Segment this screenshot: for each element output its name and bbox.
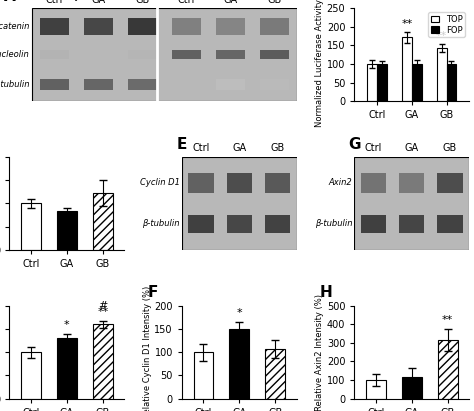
Text: GA: GA [224,0,238,5]
Text: GA: GA [232,143,246,153]
FancyBboxPatch shape [265,215,291,233]
FancyBboxPatch shape [84,79,113,90]
Bar [21,203,41,250]
Bar [93,193,113,250]
Text: D: D [310,0,323,2]
Text: F: F [147,285,158,300]
FancyBboxPatch shape [216,18,245,35]
Bar [93,324,113,399]
Text: H: H [320,285,333,300]
FancyBboxPatch shape [128,18,157,35]
Bar [229,329,249,399]
Text: β-tubulin: β-tubulin [142,219,180,229]
Text: #: # [98,301,108,311]
Bar [438,340,457,399]
Text: *: * [237,308,242,318]
Legend: TOP, FOP: TOP, FOP [428,12,465,37]
FancyBboxPatch shape [84,18,113,35]
Bar [377,64,387,101]
Bar [367,64,377,101]
FancyBboxPatch shape [188,173,214,193]
Text: GA: GA [405,143,419,153]
Bar [437,48,447,101]
FancyBboxPatch shape [399,173,424,193]
FancyBboxPatch shape [354,157,469,250]
FancyBboxPatch shape [32,8,297,101]
FancyBboxPatch shape [40,18,69,35]
FancyBboxPatch shape [227,173,252,193]
Text: A: A [4,0,16,4]
FancyBboxPatch shape [265,173,291,193]
Text: **: ** [97,307,109,317]
FancyBboxPatch shape [438,173,463,193]
Bar [402,37,412,101]
FancyBboxPatch shape [216,50,245,59]
Text: G: G [348,137,361,152]
Text: cytosol: cytosol [70,0,104,1]
FancyBboxPatch shape [182,157,297,250]
Text: nucleus: nucleus [206,0,244,1]
FancyBboxPatch shape [188,215,214,233]
Text: Ctrl: Ctrl [46,0,63,5]
Text: Ctrl: Ctrl [192,143,210,153]
FancyBboxPatch shape [128,50,157,59]
Text: β-catenin: β-catenin [0,22,29,31]
FancyBboxPatch shape [361,173,386,193]
FancyBboxPatch shape [216,79,245,90]
Text: β-tubulin: β-tubulin [315,219,352,229]
Text: Axin2: Axin2 [328,178,352,187]
FancyBboxPatch shape [84,50,113,59]
FancyBboxPatch shape [361,215,386,233]
FancyBboxPatch shape [438,215,463,233]
Text: GA: GA [91,0,106,5]
Text: GB: GB [271,143,285,153]
Bar [265,349,285,399]
FancyBboxPatch shape [260,50,289,59]
Bar [193,352,213,399]
Text: β-tubulin: β-tubulin [0,80,29,89]
Y-axis label: Relative Cyclin D1 Intensity (%): Relative Cyclin D1 Intensity (%) [143,286,152,411]
Text: **: ** [442,315,453,325]
Bar [412,64,421,101]
FancyBboxPatch shape [173,18,201,35]
FancyBboxPatch shape [173,79,201,90]
Text: Cyclin D1: Cyclin D1 [140,178,180,187]
Y-axis label: Normalized Luciferase Activity (%): Normalized Luciferase Activity (%) [315,0,324,127]
Text: Ctrl: Ctrl [365,143,382,153]
Text: **: ** [436,30,447,41]
Text: E: E [176,137,187,152]
Text: **: ** [401,18,412,29]
FancyBboxPatch shape [173,50,201,59]
FancyBboxPatch shape [40,79,69,90]
Bar [57,211,77,250]
Bar [447,64,456,101]
Bar [402,377,422,399]
FancyBboxPatch shape [40,50,69,59]
Y-axis label: Relative Axin2 Intensity (%): Relative Axin2 Intensity (%) [315,294,324,411]
Text: Ctrl: Ctrl [178,0,195,5]
Text: GB: GB [443,143,457,153]
FancyBboxPatch shape [227,215,252,233]
Text: *: * [64,320,70,330]
FancyBboxPatch shape [260,18,289,35]
FancyBboxPatch shape [128,79,157,90]
Text: GB: GB [136,0,150,5]
Bar [57,338,77,399]
Bar [21,352,41,399]
FancyBboxPatch shape [399,215,424,233]
Bar [366,380,386,399]
Text: Nucleolin: Nucleolin [0,50,29,59]
Text: GB: GB [268,0,282,5]
FancyBboxPatch shape [260,79,289,90]
